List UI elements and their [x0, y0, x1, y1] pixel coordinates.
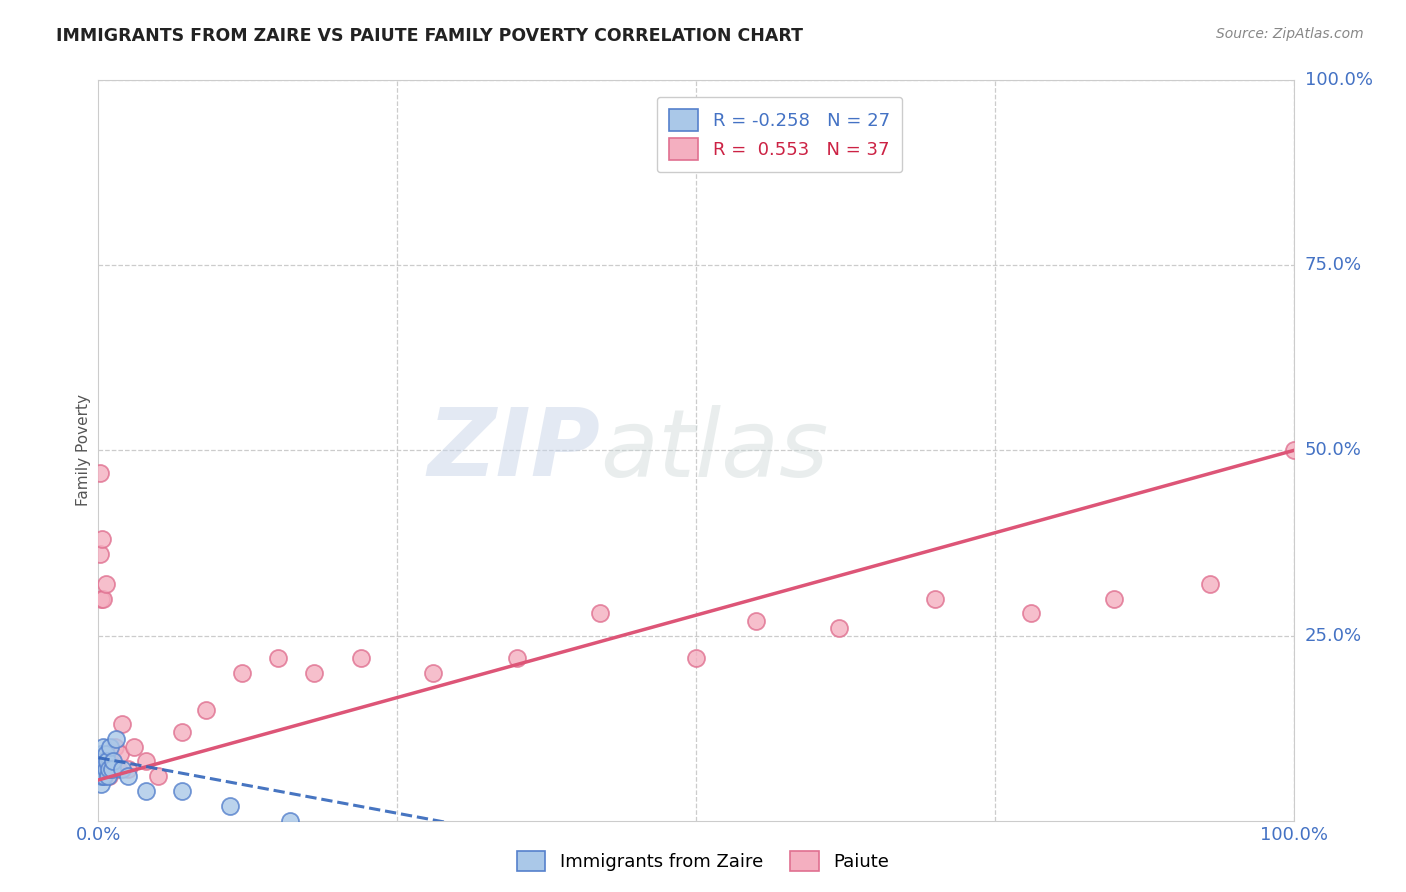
Text: Source: ZipAtlas.com: Source: ZipAtlas.com [1216, 27, 1364, 41]
Point [589, 607, 612, 621]
Y-axis label: Family Poverty: Family Poverty [76, 394, 91, 507]
Point [107, 762, 129, 776]
Point [135, 755, 157, 769]
Point [91, 591, 114, 606]
Point [195, 703, 218, 717]
Point [219, 798, 242, 813]
Point [302, 665, 325, 680]
Point [1282, 443, 1305, 458]
Text: 25.0%: 25.0% [1305, 626, 1362, 645]
Point [745, 614, 768, 628]
Point [98, 739, 122, 754]
Point [98, 769, 121, 783]
Point [148, 769, 170, 783]
Point [105, 732, 128, 747]
Point [90, 591, 112, 606]
Text: ZIP: ZIP [427, 404, 600, 497]
Text: 50.0%: 50.0% [1305, 442, 1361, 459]
Point [101, 755, 124, 769]
Point [685, 650, 707, 665]
Point [172, 784, 194, 798]
Point [117, 769, 139, 783]
Point [111, 717, 134, 731]
Point [111, 762, 134, 776]
Point [135, 784, 157, 798]
Point [1104, 591, 1126, 606]
Point [89, 466, 111, 480]
Point [90, 747, 112, 761]
Point [1199, 576, 1222, 591]
Point [278, 814, 301, 828]
Point [104, 739, 127, 754]
Point [94, 576, 117, 591]
Point [91, 769, 114, 783]
Point [100, 762, 122, 776]
Text: atlas: atlas [600, 405, 828, 496]
Point [96, 755, 118, 769]
Point [93, 769, 115, 783]
Point [89, 755, 111, 769]
Text: IMMIGRANTS FROM ZAIRE VS PAIUTE FAMILY POVERTY CORRELATION CHART: IMMIGRANTS FROM ZAIRE VS PAIUTE FAMILY P… [56, 27, 803, 45]
Point [94, 747, 117, 761]
Text: 75.0%: 75.0% [1305, 256, 1362, 275]
Point [267, 650, 290, 665]
Point [98, 755, 122, 769]
Point [924, 591, 946, 606]
Point [90, 762, 112, 776]
Text: 100.0%: 100.0% [1305, 71, 1372, 89]
Point [422, 665, 444, 680]
Point [97, 769, 120, 783]
Point [91, 755, 114, 769]
Point [94, 762, 117, 776]
Point [96, 755, 118, 769]
Point [91, 762, 114, 776]
Point [93, 755, 115, 769]
Point [231, 665, 253, 680]
Point [98, 762, 121, 776]
Point [91, 533, 114, 547]
Point [350, 650, 373, 665]
Point [108, 747, 131, 761]
Point [90, 776, 112, 791]
Point [89, 547, 111, 561]
Point [101, 762, 124, 776]
Point [89, 762, 111, 776]
Point [91, 739, 114, 754]
Point [93, 762, 115, 776]
Point [828, 621, 851, 635]
Point [97, 747, 120, 761]
Point [89, 769, 111, 783]
Point [124, 739, 146, 754]
Point [172, 724, 194, 739]
Legend: Immigrants from Zaire, Paiute: Immigrants from Zaire, Paiute [509, 844, 897, 879]
Point [1019, 607, 1042, 621]
Point [117, 762, 139, 776]
Legend: R = -0.258   N = 27, R =  0.553   N = 37: R = -0.258 N = 27, R = 0.553 N = 37 [657, 96, 903, 172]
Point [506, 650, 529, 665]
